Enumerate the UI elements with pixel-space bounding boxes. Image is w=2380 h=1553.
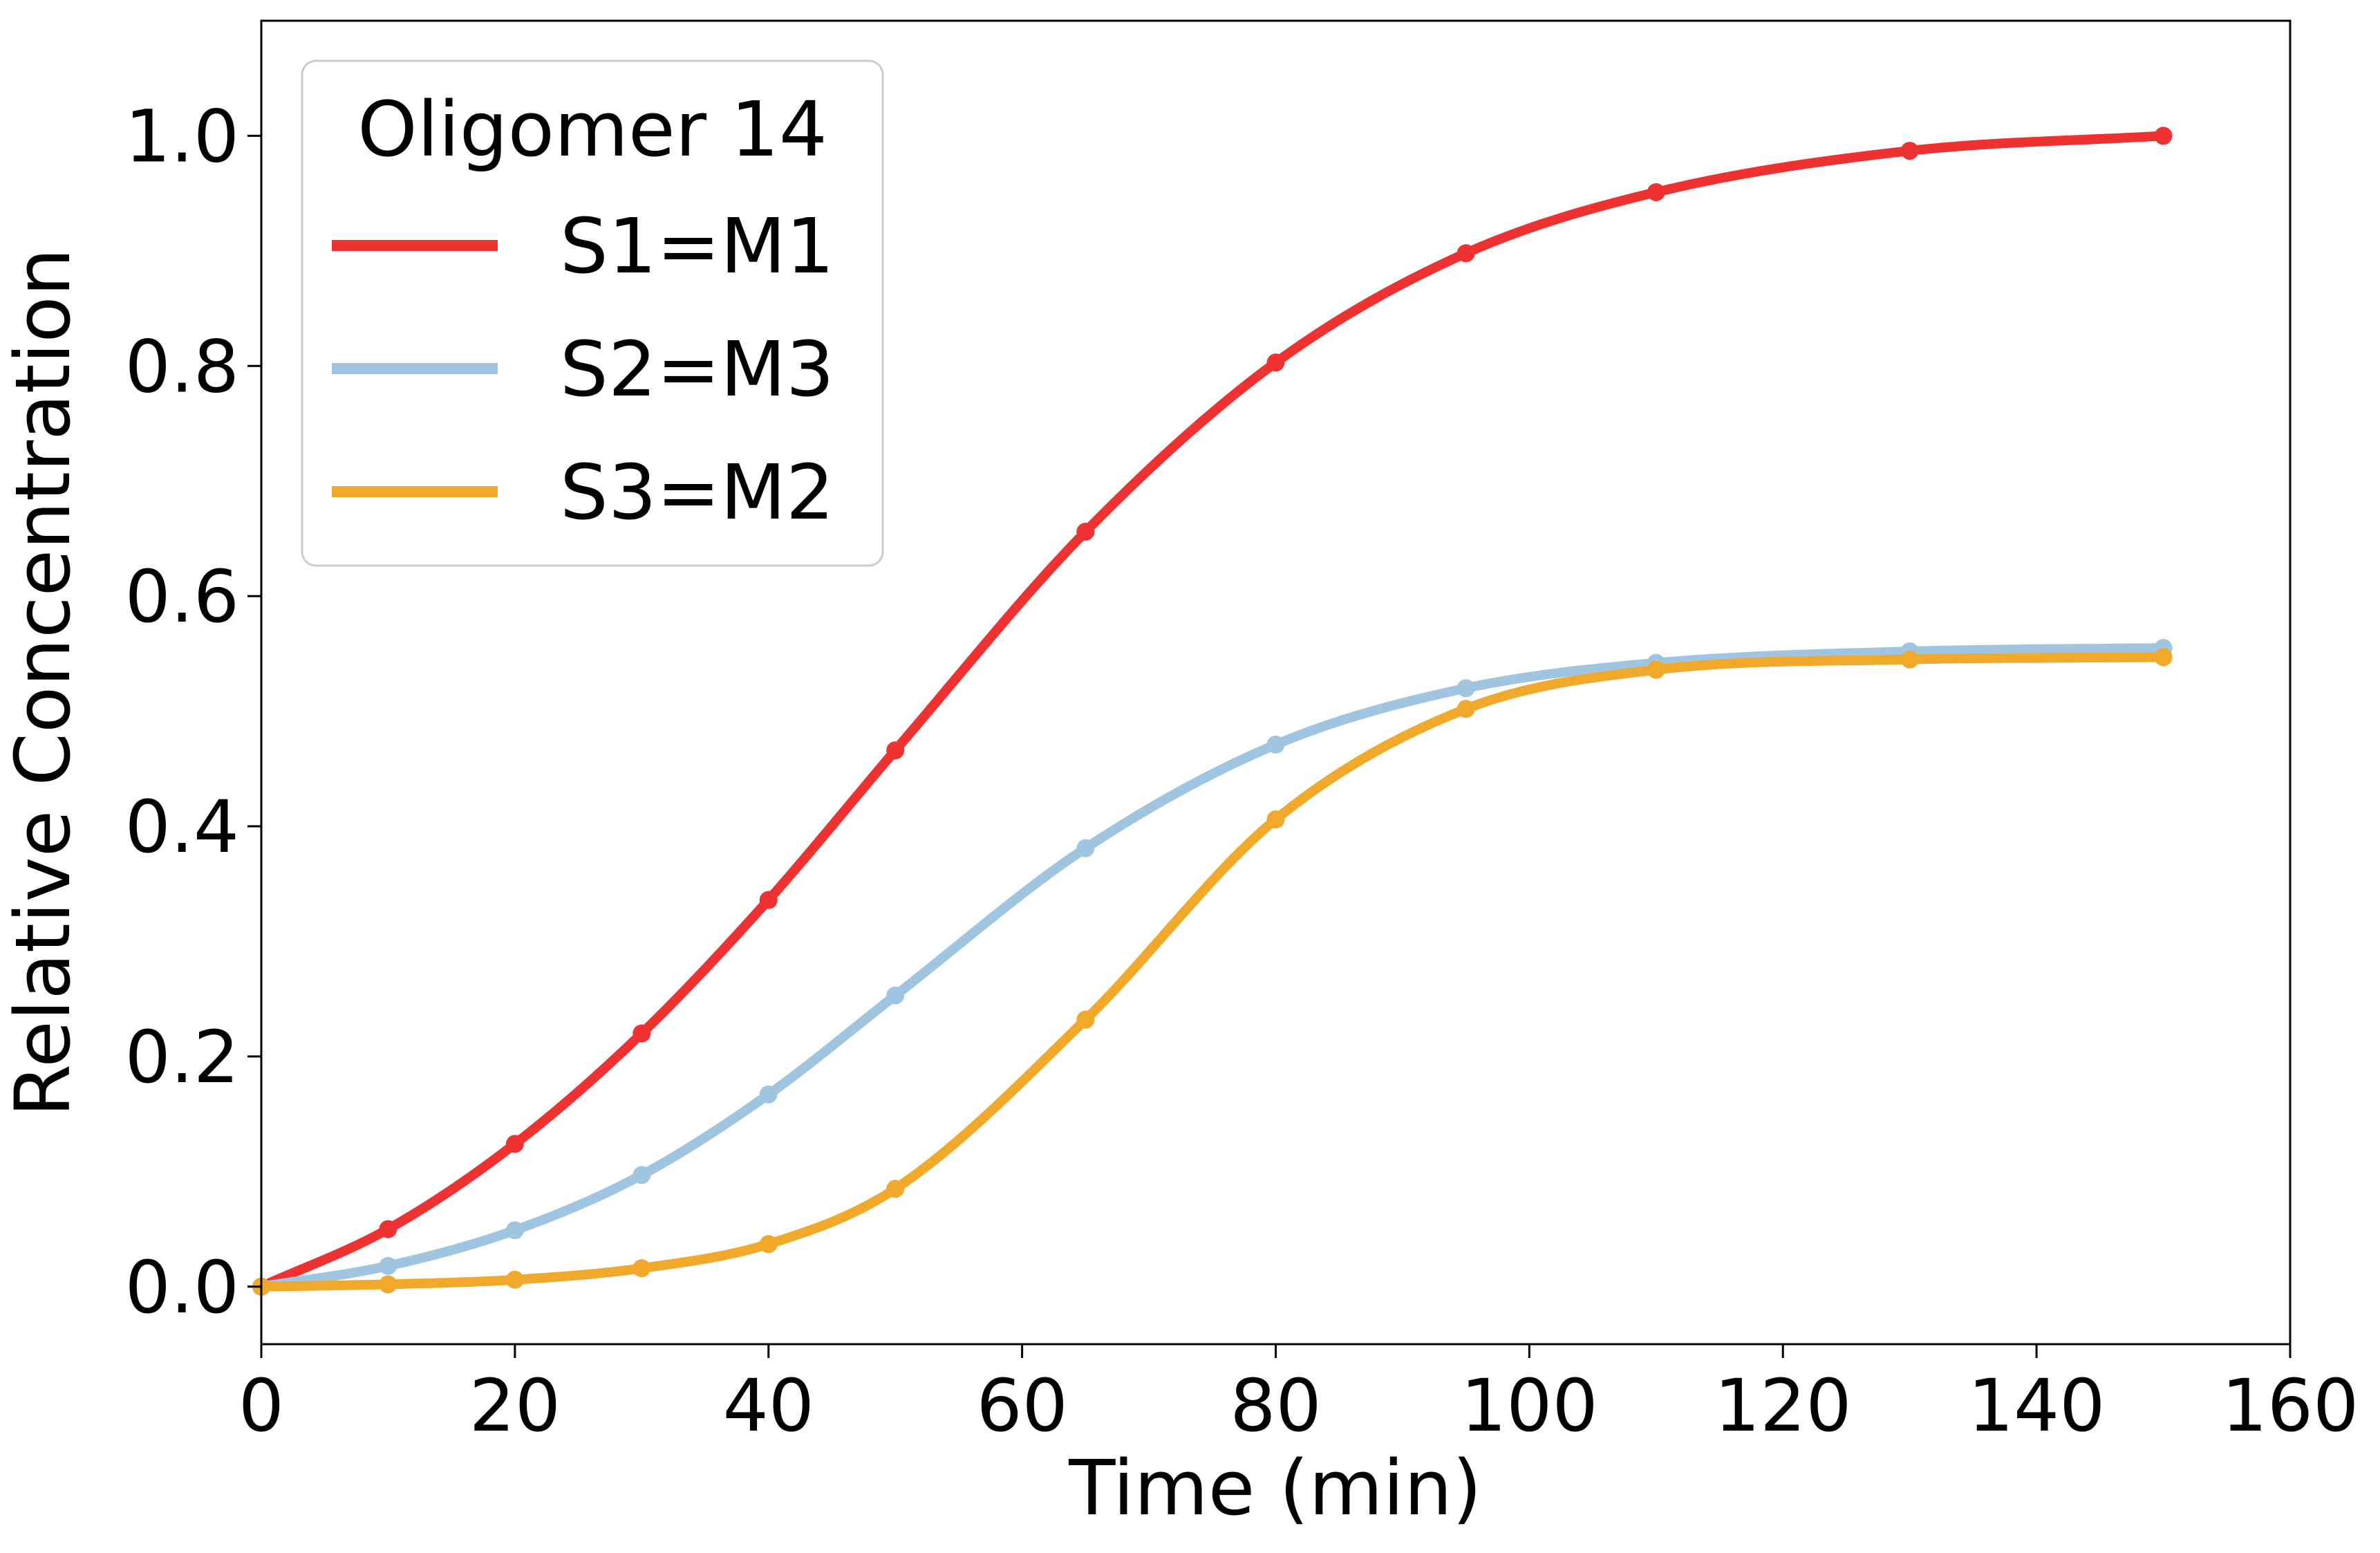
data-point [633, 1259, 651, 1278]
y-axis: 0.0 0.2 0.4 0.6 0.8 1.0 [125, 94, 261, 1330]
data-point [505, 1270, 524, 1289]
data-point [633, 1166, 651, 1184]
x-tick-label: 80 [1230, 1364, 1321, 1448]
series-line [256, 131, 2168, 1292]
data-point [1076, 839, 1095, 857]
x-tick-label: 60 [976, 1364, 1067, 1448]
legend-label: S1=M1 [560, 202, 834, 290]
y-tick-label: 0.8 [125, 324, 239, 409]
x-tick-label: 0 [238, 1364, 284, 1448]
x-tick-label: 120 [1714, 1364, 1852, 1448]
data-point [379, 1275, 397, 1294]
data-point [759, 1235, 778, 1254]
data-point [1076, 522, 1095, 541]
y-tick-label: 0.6 [125, 555, 239, 639]
data-point [1900, 142, 1919, 160]
data-point [1456, 700, 1475, 718]
data-point [1456, 244, 1475, 263]
legend: Oligomer 14 S1=M1 S2=M3 S3=M2 [301, 59, 884, 567]
data-point [1900, 650, 1919, 669]
data-point [759, 891, 778, 909]
data-point [1266, 735, 1285, 754]
data-point [379, 1256, 397, 1275]
y-tick-label: 0.0 [125, 1245, 239, 1330]
x-tick-label: 20 [469, 1364, 561, 1448]
data-point [1266, 353, 1285, 372]
data-point [1647, 183, 1665, 201]
data-point [1456, 679, 1475, 698]
data-point [1076, 1010, 1095, 1029]
data-point [759, 1085, 778, 1104]
y-tick-label: 0.2 [125, 1015, 239, 1099]
data-point [2154, 648, 2173, 667]
data-point [505, 1221, 524, 1240]
x-axis-label: Time (min) [1068, 1444, 1481, 1532]
data-point [1647, 660, 1665, 679]
legend-label: S3=M2 [560, 448, 834, 537]
data-point [886, 741, 905, 760]
data-point [1266, 810, 1285, 829]
x-tick-label: 40 [723, 1364, 814, 1448]
legend-box [301, 59, 884, 567]
y-tick-label: 1.0 [125, 94, 239, 178]
x-tick-label: 140 [1968, 1364, 2106, 1448]
y-axis-label: Relative Concentration [0, 248, 87, 1117]
legend-title: Oligomer 14 [357, 85, 827, 174]
legend-entries: S1=M1 S2=M3 S3=M2 [332, 202, 834, 537]
series-S3=M2 [252, 648, 2173, 1296]
data-point [505, 1135, 524, 1153]
data-point [2154, 127, 2173, 145]
x-tick-label: 160 [2222, 1364, 2359, 1448]
legend-label: S2=M3 [560, 325, 834, 413]
data-point [886, 1180, 905, 1198]
data-point [886, 986, 905, 1005]
data-point [633, 1024, 651, 1043]
x-axis: 0 20 40 60 80 100 120 140 160 [238, 1344, 2359, 1448]
series-layer [252, 127, 2173, 1296]
data-point [379, 1220, 397, 1238]
y-tick-label: 0.4 [125, 785, 239, 869]
x-tick-label: 100 [1461, 1364, 1598, 1448]
